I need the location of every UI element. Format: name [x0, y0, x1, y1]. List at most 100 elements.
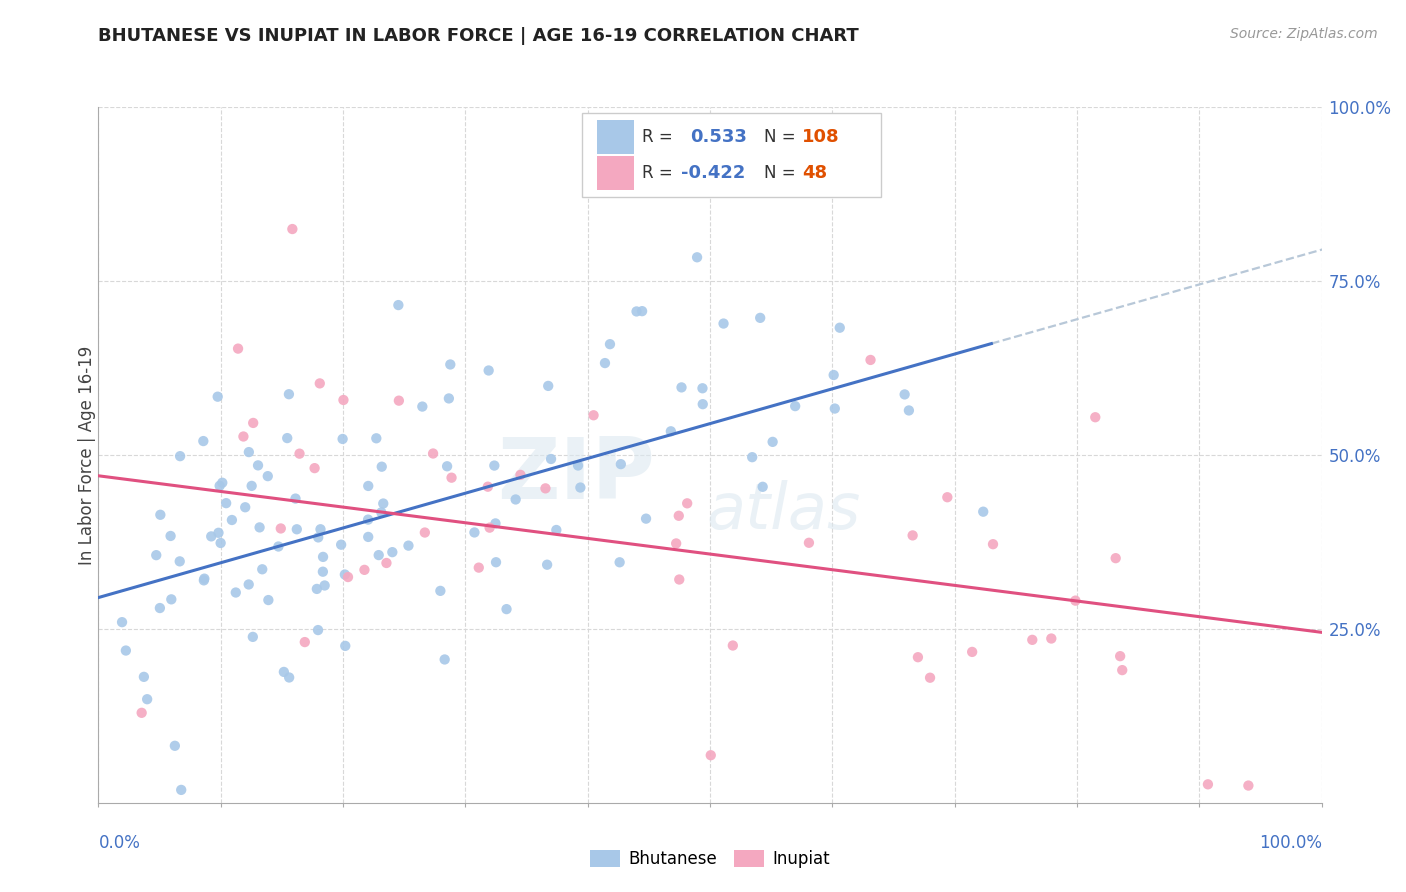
Point [478, 363, 501, 377]
Point [671, 380, 693, 394]
Point [972, 505, 994, 519]
Point [333, 567, 356, 582]
Point [413, 525, 436, 540]
Point [668, 508, 690, 523]
Point [159, 529, 181, 543]
Text: -0.422: -0.422 [681, 164, 745, 182]
Point [357, 479, 380, 493]
Point [305, 582, 328, 596]
Text: Source: ZipAtlas.com: Source: ZipAtlas.com [1230, 27, 1378, 41]
Point [593, 356, 616, 370]
Point [713, 317, 735, 331]
Point [357, 530, 380, 544]
Point [370, 505, 392, 519]
Point [366, 431, 388, 445]
Point [111, 615, 134, 629]
Point [193, 574, 215, 588]
Point [936, 490, 959, 504]
Point [149, 508, 172, 522]
Text: N =: N = [763, 164, 796, 182]
Point [1064, 593, 1087, 607]
Point [252, 562, 274, 576]
Point [569, 481, 592, 495]
Point [312, 549, 335, 564]
Point [676, 496, 699, 510]
Point [304, 461, 326, 475]
Point [281, 222, 304, 236]
Point [249, 520, 271, 534]
Point [308, 376, 330, 391]
Point [273, 665, 295, 679]
Point [332, 392, 354, 407]
Point [330, 538, 353, 552]
Point [215, 496, 238, 510]
Point [981, 537, 1004, 551]
Point [478, 521, 501, 535]
Point [700, 748, 723, 763]
Text: 0.533: 0.533 [690, 128, 748, 146]
FancyBboxPatch shape [582, 112, 882, 197]
Point [484, 516, 506, 531]
Point [1021, 632, 1043, 647]
Bar [598, 156, 634, 190]
Point [169, 449, 191, 463]
Point [388, 393, 411, 408]
Point [477, 480, 499, 494]
Point [599, 337, 621, 351]
Point [536, 558, 558, 572]
Point [634, 511, 657, 525]
Point [686, 250, 709, 264]
Point [284, 491, 307, 506]
Point [149, 601, 172, 615]
Point [208, 479, 231, 493]
Point [193, 572, 215, 586]
Text: BHUTANESE VS INUPIAT IN LABOR FORCE | AGE 16-19 CORRELATION CHART: BHUTANESE VS INUPIAT IN LABOR FORCE | AG… [98, 27, 859, 45]
Point [238, 445, 260, 459]
Point [211, 475, 233, 490]
Point [278, 671, 301, 685]
Point [170, 783, 193, 797]
Point [387, 298, 409, 312]
Point [463, 525, 485, 540]
Point [762, 434, 785, 449]
Point [534, 481, 557, 495]
Point [242, 630, 264, 644]
Point [337, 570, 360, 584]
Point [367, 548, 389, 562]
Point [785, 399, 807, 413]
Point [918, 671, 941, 685]
Point [207, 525, 229, 540]
Point [309, 522, 332, 536]
Point [373, 496, 395, 510]
Point [353, 563, 375, 577]
Point [1197, 777, 1219, 791]
Point [232, 429, 254, 443]
Point [626, 304, 648, 318]
Point [823, 368, 845, 382]
Point [267, 540, 290, 554]
Point [288, 447, 311, 461]
Point [221, 513, 243, 527]
Point [960, 645, 983, 659]
Point [411, 400, 433, 414]
Point [631, 304, 654, 318]
Point [375, 556, 398, 570]
Point [897, 403, 920, 417]
Point [169, 554, 191, 568]
Point [277, 387, 299, 401]
Point [285, 522, 308, 536]
Point [294, 635, 316, 649]
Point [209, 536, 232, 550]
Y-axis label: In Labor Force | Age 16-19: In Labor Force | Age 16-19 [79, 345, 96, 565]
Point [1040, 632, 1063, 646]
Point [371, 459, 394, 474]
Bar [598, 120, 634, 153]
Point [270, 521, 292, 535]
Point [1109, 649, 1132, 664]
Point [1111, 663, 1133, 677]
Point [721, 639, 744, 653]
Text: 48: 48 [801, 164, 827, 182]
Point [692, 397, 714, 411]
Point [335, 639, 357, 653]
Point [145, 548, 167, 562]
